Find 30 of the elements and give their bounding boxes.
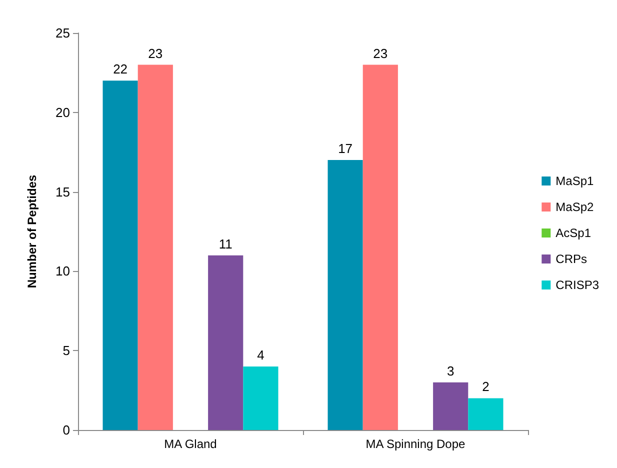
legend-label: MaSp2 [556, 200, 594, 214]
y-tick-label: 5 [62, 343, 70, 358]
y-tick-label: 10 [56, 264, 70, 279]
data-label: 11 [218, 236, 232, 252]
data-label: 4 [257, 347, 264, 362]
y-tick-label: 25 [56, 26, 70, 40]
data-label: 22 [113, 62, 128, 77]
data-label: 23 [373, 46, 388, 61]
bar [362, 64, 398, 430]
x-tick-label: MA Gland [164, 437, 217, 451]
legend-label: CRPs [556, 252, 587, 266]
data-label: 3 [446, 363, 454, 378]
bar [243, 366, 278, 430]
y-axis-title: Number of Peptides [25, 174, 39, 288]
y-tick-label: 0 [62, 422, 70, 438]
data-label: 2 [482, 379, 490, 394]
bar [138, 64, 173, 430]
legend-label: AcSp1 [556, 226, 592, 240]
bar [102, 80, 138, 430]
data-label: 23 [148, 46, 163, 61]
y-tick-label: 20 [56, 104, 70, 120]
data-label: 17 [338, 141, 353, 156]
bar [208, 255, 244, 430]
y-tick-label: 15 [56, 184, 70, 200]
legend-label: MaSp1 [556, 174, 594, 188]
bar [468, 398, 504, 430]
legend-label: CRISP3 [556, 278, 600, 292]
bar [433, 382, 468, 430]
x-tick-label: MA Spinning Dope [366, 437, 466, 451]
bar [328, 160, 363, 430]
